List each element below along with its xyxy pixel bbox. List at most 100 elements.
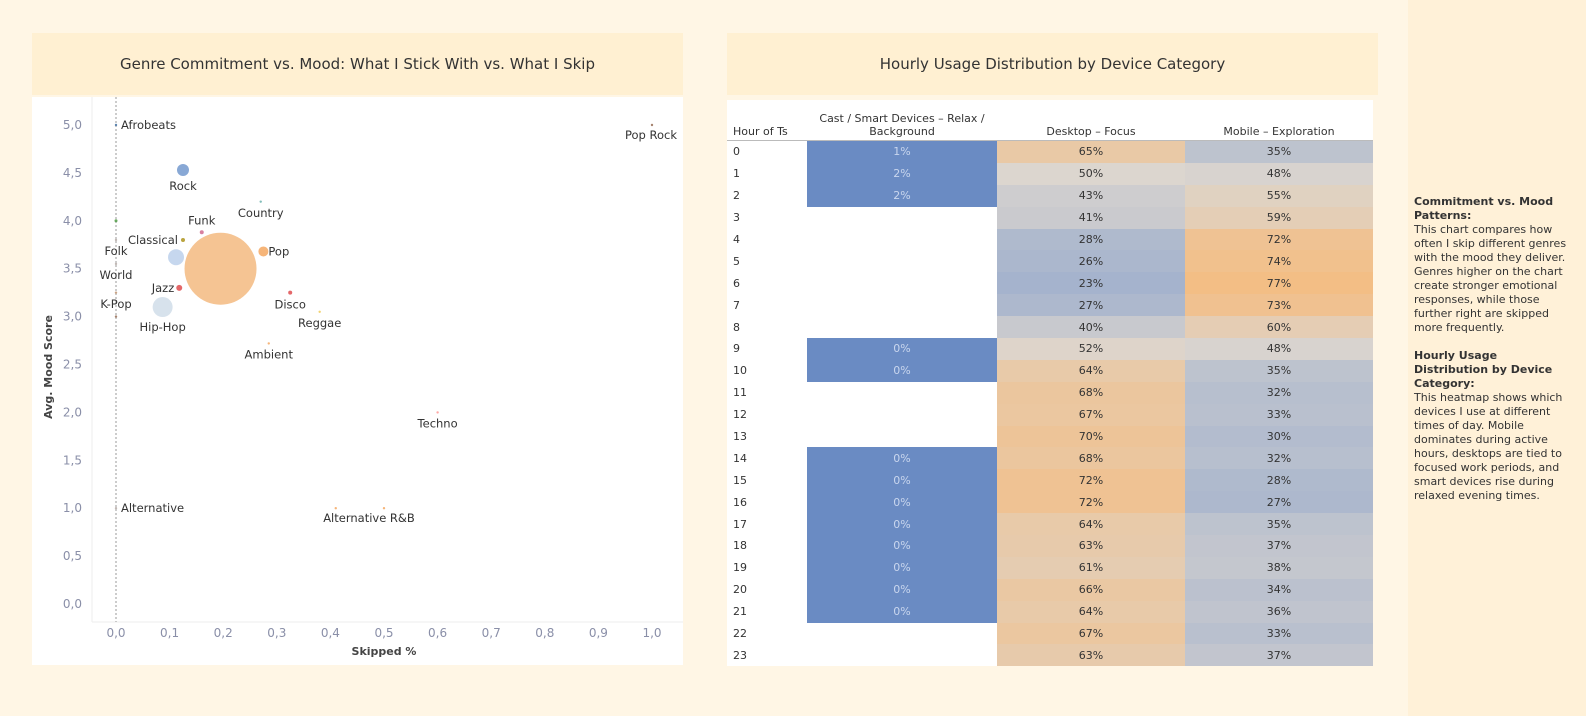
hour-label: 8 [733,320,740,334]
heatmap-cell: 26% [997,250,1185,273]
heatmap-cell: 74% [1185,250,1373,273]
heatmap-cell: 68% [997,381,1185,404]
scatter-chart: 0,0 0,5 1,0 1,5 2,0 2,5 3,0 3,5 4,0 4,5 5,0 0,0 0,1 0… [32,97,683,665]
hour-label: 1 [733,167,740,181]
y-tick-label: 4,5 [63,166,82,180]
hour-label: 15 [733,473,747,487]
y-tick-label: 2,0 [63,405,82,419]
hour-label: 12 [733,408,747,422]
point-label: Rock [169,179,197,193]
col-header-desktop: Desktop – Focus [997,100,1185,141]
x-tick-label: 0,6 [428,626,447,640]
scatter-point [114,219,118,223]
heatmap-cell: 32% [1185,381,1373,404]
heatmap-row: 13 70% 30% [727,425,1373,448]
hour-label: 4 [733,233,740,246]
hour-label: 7 [733,298,740,312]
heatmap-row: 2 2% 43% 55% [727,184,1373,207]
heatmap-cell: 30% [1185,425,1373,448]
heatmap-row: 1 2% 50% 48% [727,162,1373,185]
hour-label: 11 [733,386,747,400]
heatmap-cell: 1% [807,140,997,163]
heatmap-cell: 28% [997,228,1185,251]
heatmap-cell: 33% [1185,403,1373,426]
heatmap-cell: 48% [1185,162,1373,185]
point-label: Folk [104,244,127,258]
heatmap-cell: 0% [807,578,997,601]
x-tick-label: 0,1 [160,626,179,640]
heatmap-cell: 60% [1185,316,1373,339]
heatmap-cell [807,250,997,272]
heatmap-cell: 63% [997,535,1185,557]
heatmap-cell: 0% [807,600,997,623]
hour-label: 18 [733,539,747,553]
heatmap-row: 19 0% 61% 38% [727,556,1373,579]
heatmap-row: 20 0% 66% 34% [727,578,1373,601]
heatmap-cell: 32% [1185,447,1373,470]
y-tick-label: 2,5 [63,358,82,372]
x-tick-label: 0,0 [106,626,125,640]
heatmap-cell: 61% [997,556,1185,579]
heatmap-cell: 64% [997,359,1185,382]
heatmap-cell: 66% [997,578,1185,601]
y-tick-label: 3,5 [63,262,82,276]
hour-label: 0 [733,145,740,159]
heatmap-row: 12 67% 33% [727,403,1373,426]
point-label: Alternative R&B [323,511,415,525]
heatmap-cell: 64% [997,600,1185,623]
scatter-point [199,230,204,235]
heatmap-row: 22 67% 33% [727,622,1373,645]
heatmap-cell: 0% [807,535,997,557]
heatmap-row: 23 63% 37% [727,644,1373,667]
heatmap-cell: 67% [997,622,1185,645]
heatmap-cell: 35% [1185,359,1373,382]
scatter-point [168,249,185,266]
heatmap-cell: 65% [997,140,1185,163]
heatmap-row: 18 0% 63% 37% [727,535,1373,557]
scatter-point [382,507,386,510]
hour-label: 9 [733,342,740,356]
heatmap-cell: 50% [997,162,1185,185]
heatmap-cell: 0% [807,338,997,360]
heatmap-row: 7 27% 73% [727,294,1373,317]
heatmap-cell: 2% [807,162,997,185]
scatter-point [114,238,118,242]
heatmap-cell: 67% [997,403,1185,426]
point-label: Jazz [151,281,175,295]
y-tick-label: 4,0 [63,214,82,228]
col-header-mobile: Mobile – Exploration [1185,100,1373,141]
scatter-point [288,290,293,295]
x-tick-label: 0,9 [589,626,608,640]
point-label: Ambient [245,348,294,362]
heatmap-cell: 72% [1185,228,1373,251]
heatmap-row: 14 0% 68% 32% [727,447,1373,470]
heatmap: Hour of Ts Cast / Smart Devices – Relax … [727,100,1373,667]
scatter-point [114,291,118,294]
heatmap-cell: 0% [807,469,997,492]
heatmap-cell: 27% [1185,491,1373,514]
heatmap-cell: 33% [1185,622,1373,645]
scatter-point [184,232,257,305]
heatmap-title: Hourly Usage Distribution by Device Cate… [727,33,1378,95]
heatmap-cell: 40% [997,316,1185,339]
heatmap-row: 15 0% 72% 28% [727,469,1373,492]
heatmap-cell: 64% [997,513,1185,536]
heatmap-cell [807,207,997,229]
heatmap-cell [807,644,997,666]
scatter-point [152,297,173,318]
hour-label: 20 [733,583,747,597]
heatmap-row: 8 40% 60% [727,316,1373,339]
hour-label: 16 [733,495,747,509]
note-heatmap: This heatmap shows which devices I use a… [1414,391,1563,502]
point-label: Country [238,206,284,220]
y-axis-title: Avg. Mood Score [42,315,55,419]
scatter-point [258,246,269,257]
x-tick-label: 0,4 [321,626,340,640]
scatter-point [181,237,185,242]
heatmap-cell: 34% [1185,578,1373,601]
heatmap-cell: 37% [1185,535,1373,557]
heatmap-cell: 52% [997,338,1185,360]
scatter-point [259,200,262,203]
scatter-point [114,315,118,318]
heatmap-row: 10 0% 64% 35% [727,359,1373,382]
